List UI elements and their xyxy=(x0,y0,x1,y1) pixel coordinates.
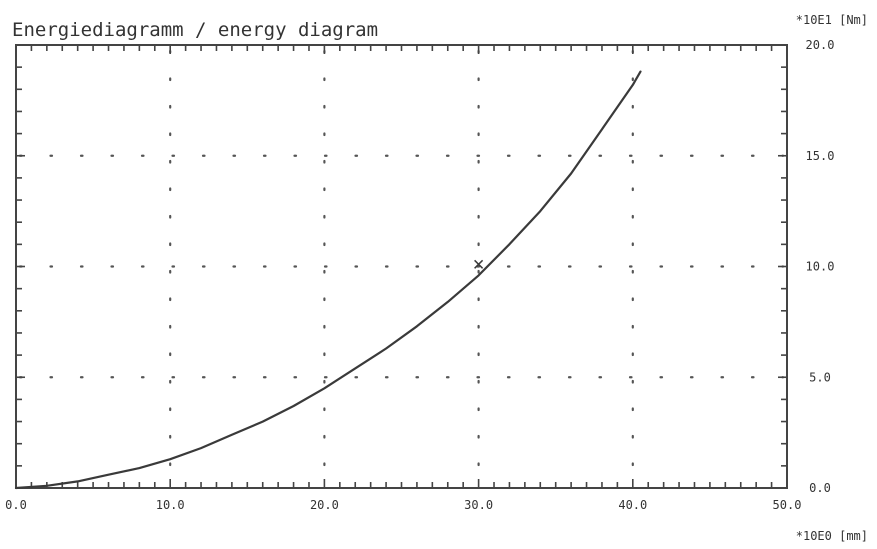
y-tick-label-3: 15.0 xyxy=(806,149,835,163)
minor-ticks xyxy=(15,44,788,489)
energy-curve-line-0 xyxy=(14,70,642,490)
x-tick-label-4: 40.0 xyxy=(618,498,647,512)
grid-layer xyxy=(18,49,785,486)
marker-layer xyxy=(474,259,484,269)
x-tick-labels: 0.0 10.0 20.0 30.0 40.0 50.0 xyxy=(5,498,801,512)
chart-title: Energiediagramm / energy diagram xyxy=(12,19,378,41)
plot-frame xyxy=(15,44,788,489)
x-tick-label-1: 10.0 xyxy=(156,498,185,512)
y-tick-label-1: 5.0 xyxy=(809,370,831,384)
y-tick-label-2: 10.0 xyxy=(806,260,835,274)
y-unit-label: *10E1 [Nm] xyxy=(796,13,868,27)
x-tick-label-2: 20.0 xyxy=(310,498,339,512)
y-tick-label-4: 20.0 xyxy=(806,38,835,52)
x-tick-label-0: 0.0 xyxy=(5,498,27,512)
x-tick-label-3: 30.0 xyxy=(464,498,493,512)
curve-x-marker-stroke-b xyxy=(474,259,484,269)
y-tick-label-0: 0.0 xyxy=(809,481,831,495)
y-tick-labels: 0.0 5.0 10.0 15.0 20.0 xyxy=(806,38,835,495)
series-layer xyxy=(14,70,642,490)
x-tick-label-5: 50.0 xyxy=(773,498,802,512)
x-unit-label: *10E0 [mm] xyxy=(796,529,868,543)
curve-x-marker xyxy=(474,259,484,269)
